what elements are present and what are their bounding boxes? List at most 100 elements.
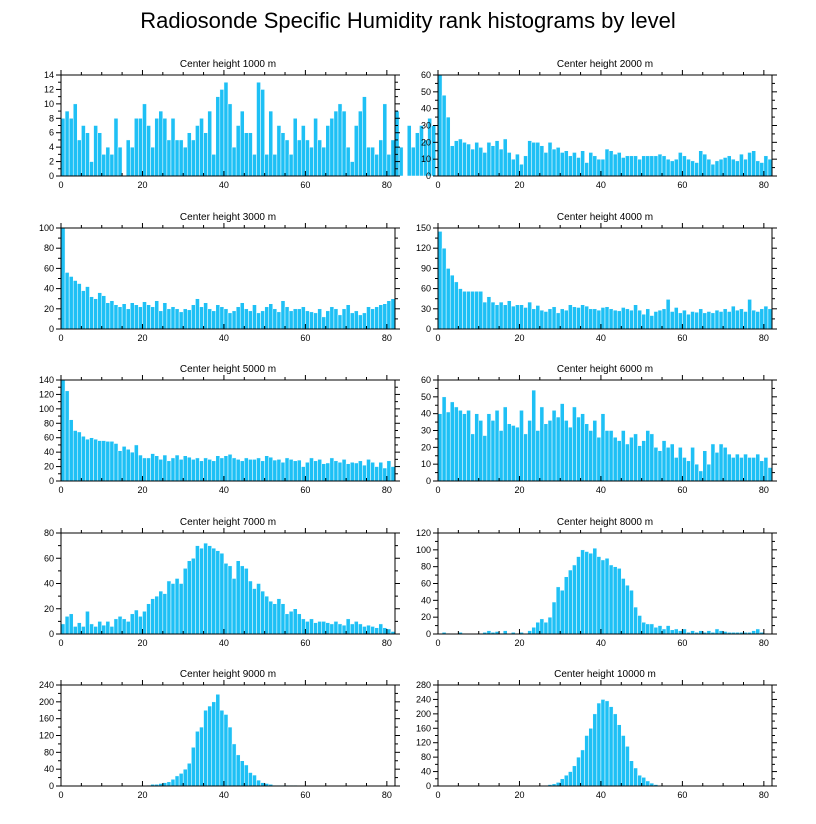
y-tick-label: 160 (416, 723, 431, 733)
y-tick-label: 20 (44, 304, 54, 314)
histogram-bar (138, 306, 143, 330)
x-tick-label: 40 (596, 638, 606, 648)
histogram-bar (211, 547, 217, 635)
histogram-bar (621, 430, 626, 482)
histogram-bar (608, 564, 614, 635)
histogram-bar (166, 308, 172, 330)
histogram-bar (543, 311, 549, 330)
histogram-bar (633, 433, 638, 482)
histogram-bar (321, 316, 326, 330)
histogram-bar (170, 583, 176, 635)
histogram-bar (527, 420, 532, 482)
histogram-bar (755, 160, 761, 177)
histogram-bar (437, 231, 443, 330)
histogram-bar (494, 410, 500, 482)
histogram-bar (551, 306, 557, 330)
y-tick-label: 0 (426, 324, 431, 334)
y-tick-label: 0 (49, 629, 54, 639)
histogram-bar (309, 618, 314, 635)
histogram-bar (276, 459, 282, 482)
histogram-bar (686, 158, 691, 177)
histogram-bar (437, 413, 443, 482)
x-tick-label: 0 (435, 790, 440, 800)
histogram-bar (466, 410, 471, 482)
histogram-bar (223, 81, 229, 177)
histogram-bar (170, 779, 176, 787)
panel-title: Center height 10000 m (554, 669, 656, 680)
chart-panel-7: Center height 7000 m 0 20 40 60 80 0 20 40 60 80 (44, 517, 400, 648)
histogram-bar (260, 782, 265, 787)
histogram-bar (390, 466, 396, 482)
y-tick-label: 0 (426, 629, 431, 639)
histogram-bar (239, 565, 245, 635)
histogram-bar (223, 563, 229, 635)
histogram-bar (329, 457, 335, 482)
histogram-bar (345, 304, 351, 330)
chart-panel-8: Center height 8000 m 0 20 40 60 80 0 20 40 60 80 10… (416, 517, 777, 648)
histogram-bar (751, 309, 756, 330)
histogram-bar (498, 301, 504, 330)
histogram-bar (374, 154, 379, 177)
histogram-bar (142, 103, 147, 177)
histogram-bar (445, 411, 451, 482)
histogram-bar (523, 155, 528, 177)
histogram-bar (645, 155, 651, 177)
histogram-bar (539, 618, 545, 635)
y-tick-label: 40 (421, 767, 431, 777)
histogram-bar (669, 160, 675, 177)
x-tick-label: 0 (58, 790, 63, 800)
histogram-bar (199, 306, 204, 330)
x-tick-label: 20 (514, 485, 524, 495)
histogram-bar (649, 155, 655, 177)
histogram-bar (349, 312, 355, 330)
y-tick-label: 30 (421, 426, 431, 436)
histogram-bar (170, 457, 176, 482)
histogram-bar (337, 314, 343, 330)
histogram-bar (382, 303, 388, 330)
histogram-bar (227, 726, 233, 787)
histogram-bar (390, 139, 396, 177)
histogram-bar (633, 767, 638, 787)
histogram-bar (665, 158, 671, 177)
histogram-bar (366, 146, 371, 177)
histogram-bar (568, 304, 573, 330)
y-tick-label: 80 (44, 418, 54, 428)
histogram-bar (637, 158, 642, 177)
histogram-bar (722, 447, 728, 482)
histogram-bar (125, 139, 131, 177)
histogram-bar (645, 430, 651, 482)
histogram-bar (68, 613, 74, 635)
histogram-bar (345, 463, 351, 482)
histogram-bar (653, 155, 659, 177)
panel-title: Center height 9000 m (180, 669, 276, 680)
histogram-bar (215, 304, 221, 330)
histogram-bar (494, 304, 500, 330)
histogram-bar (317, 621, 322, 635)
histogram-bar (215, 455, 221, 482)
x-tick-label: 40 (596, 180, 606, 190)
histogram-bar (535, 430, 541, 482)
histogram-bar (621, 735, 626, 787)
histogram-bar (661, 440, 667, 482)
y-tick-label: 80 (421, 752, 431, 762)
histogram-bar (77, 139, 82, 177)
histogram-bar (649, 315, 655, 330)
histogram-bar (203, 457, 208, 482)
y-tick-label: 60 (421, 70, 431, 80)
y-tick-label: 10 (421, 459, 431, 469)
histogram-bar (731, 457, 736, 482)
histogram-bar (527, 301, 532, 330)
histogram-bar (600, 413, 606, 482)
histogram-bar (608, 430, 614, 482)
histogram-bar (580, 413, 585, 482)
x-tick-label: 20 (137, 180, 147, 190)
histogram-bar (474, 291, 479, 330)
histogram-bar (317, 139, 322, 177)
y-tick-label: 100 (416, 545, 431, 555)
histogram-bar (449, 274, 455, 330)
histogram-bar (572, 152, 577, 177)
y-tick-label: 30 (421, 304, 431, 314)
histogram-bar (121, 618, 127, 635)
histogram-bar (763, 155, 769, 177)
histogram-bar (661, 628, 667, 635)
